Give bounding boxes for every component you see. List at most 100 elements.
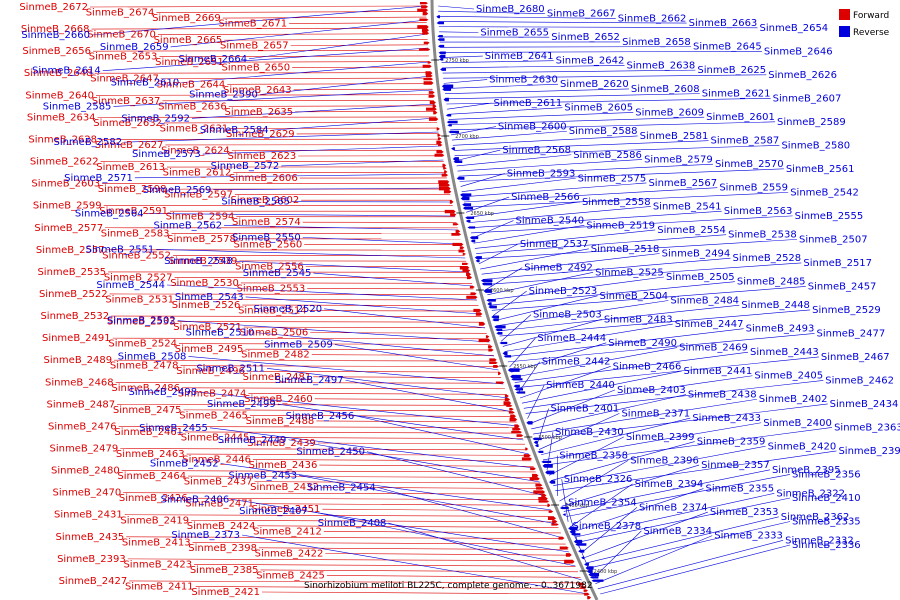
forward-gene-label[interactable]: SinmeB_2471 bbox=[185, 499, 254, 510]
reverse-gene-label[interactable]: SinmeB_2586 bbox=[573, 150, 642, 161]
reverse-gene-label[interactable]: SinmeB_2395 bbox=[772, 465, 841, 476]
reverse-gene-label[interactable]: SinmeB_2467 bbox=[821, 352, 890, 363]
reverse-gene-label[interactable]: SinmeB_2609 bbox=[635, 107, 704, 118]
reverse-gene-label[interactable]: SinmeB_2575 bbox=[578, 173, 647, 184]
forward-gene-label[interactable]: SinmeB_2531 bbox=[105, 295, 174, 306]
reverse-gene-label[interactable]: SinmeB_2357 bbox=[701, 460, 770, 471]
reverse-gene-label[interactable]: SinmeB_2405 bbox=[754, 371, 823, 382]
reverse-gene-label[interactable]: SinmeB_2538 bbox=[728, 230, 797, 241]
reverse-gene-label[interactable]: SinmeB_2511 bbox=[196, 363, 265, 374]
reverse-gene-label[interactable]: SinmeB_2434 bbox=[830, 399, 899, 410]
reverse-gene-label[interactable]: SinmeB_2559 bbox=[719, 183, 788, 194]
forward-gene-label[interactable]: SinmeB_2635 bbox=[224, 107, 293, 118]
reverse-gene-label[interactable]: SinmeB_2420 bbox=[768, 441, 837, 452]
forward-gene-label[interactable]: SinmeB_2426 bbox=[119, 493, 188, 504]
forward-gene-label[interactable]: SinmeB_2514 bbox=[238, 306, 307, 317]
reverse-gene-label[interactable]: SinmeB_2572 bbox=[211, 161, 280, 172]
forward-gene-label[interactable]: SinmeB_2632 bbox=[93, 118, 162, 129]
reverse-gene-label[interactable]: SinmeB_2580 bbox=[781, 140, 850, 151]
forward-gene-label[interactable]: SinmeB_2552 bbox=[102, 250, 171, 261]
reverse-gene-label[interactable]: SinmeB_2566 bbox=[511, 192, 580, 203]
reverse-gene-label[interactable]: SinmeB_2592 bbox=[121, 113, 190, 124]
reverse-gene-label[interactable]: SinmeB_2438 bbox=[688, 390, 757, 401]
reverse-gene-label[interactable]: SinmeB_2518 bbox=[591, 244, 660, 255]
forward-gene-label[interactable]: SinmeB_2385 bbox=[190, 565, 259, 576]
reverse-gene-label[interactable]: SinmeB_2433 bbox=[692, 413, 761, 424]
reverse-gene-label[interactable]: SinmeB_2509 bbox=[264, 340, 333, 351]
reverse-gene-label[interactable]: SinmeB_2397 bbox=[838, 446, 900, 457]
reverse-gene-label[interactable]: SinmeB_2494 bbox=[662, 248, 731, 259]
forward-gene-label[interactable]: SinmeB_2657 bbox=[220, 41, 289, 52]
forward-gene-label[interactable]: SinmeB_2481 bbox=[243, 372, 312, 383]
reverse-gene-label[interactable]: SinmeB_2441 bbox=[684, 366, 753, 377]
reverse-gene-label[interactable]: SinmeB_2550 bbox=[232, 232, 301, 243]
forward-gene-label[interactable]: SinmeB_2486 bbox=[111, 383, 180, 394]
reverse-gene-label[interactable]: SinmeB_2448 bbox=[741, 300, 810, 311]
reverse-gene-label[interactable]: SinmeB_2540 bbox=[515, 216, 584, 227]
reverse-gene-label[interactable]: SinmeB_2485 bbox=[737, 277, 806, 288]
forward-gene-label[interactable]: SinmeB_2656 bbox=[22, 46, 91, 57]
forward-gene-label[interactable]: SinmeB_2668 bbox=[21, 24, 90, 35]
reverse-gene-label[interactable]: SinmeB_2680 bbox=[476, 4, 545, 15]
reverse-gene-label[interactable]: SinmeB_2410 bbox=[792, 493, 861, 504]
reverse-gene-label[interactable]: SinmeB_2529 bbox=[812, 305, 881, 316]
forward-gene-label[interactable]: SinmeB_2427 bbox=[59, 576, 128, 587]
reverse-gene-label[interactable]: SinmeB_2601 bbox=[706, 112, 775, 123]
forward-gene-label[interactable]: SinmeB_2647 bbox=[90, 74, 159, 85]
reverse-gene-label[interactable]: SinmeB_2333 bbox=[714, 531, 783, 542]
reverse-gene-label[interactable]: SinmeB_2555 bbox=[795, 211, 864, 222]
forward-gene-label[interactable]: SinmeB_2506 bbox=[240, 328, 309, 339]
reverse-gene-label[interactable]: SinmeB_2626 bbox=[768, 70, 837, 81]
reverse-gene-label[interactable]: SinmeB_2454 bbox=[307, 482, 376, 493]
forward-gene-label[interactable]: SinmeB_2435 bbox=[56, 532, 125, 543]
reverse-gene-label[interactable]: SinmeB_2642 bbox=[556, 56, 625, 67]
reverse-gene-label[interactable]: SinmeB_2334 bbox=[643, 526, 712, 537]
forward-gene-label[interactable]: SinmeB_2636 bbox=[158, 101, 227, 112]
forward-gene-label[interactable]: SinmeB_2539 bbox=[169, 256, 238, 267]
forward-gene-label[interactable]: SinmeB_2574 bbox=[232, 217, 301, 228]
forward-gene-label[interactable]: SinmeB_2612 bbox=[163, 168, 232, 179]
reverse-gene-label[interactable]: SinmeB_2332 bbox=[785, 535, 854, 546]
forward-gene-label[interactable]: SinmeB_2606 bbox=[229, 173, 298, 184]
forward-gene-label[interactable]: SinmeB_2622 bbox=[30, 157, 99, 168]
reverse-gene-label[interactable]: SinmeB_2456 bbox=[286, 411, 355, 422]
forward-gene-label[interactable]: SinmeB_2460 bbox=[244, 394, 313, 405]
forward-gene-label[interactable]: SinmeB_2640 bbox=[25, 90, 94, 101]
reverse-gene-label[interactable]: SinmeB_2403 bbox=[617, 385, 686, 396]
forward-gene-label[interactable]: SinmeB_2637 bbox=[92, 96, 161, 107]
forward-gene-label[interactable]: SinmeB_2527 bbox=[104, 272, 173, 283]
forward-gene-label[interactable]: SinmeB_2623 bbox=[228, 151, 297, 162]
reverse-gene-label[interactable]: SinmeB_2322 bbox=[776, 488, 845, 499]
forward-gene-label[interactable]: SinmeB_2488 bbox=[246, 416, 315, 427]
forward-gene-label[interactable]: SinmeB_2398 bbox=[188, 543, 257, 554]
forward-gene-label[interactable]: SinmeB_2598 bbox=[98, 184, 167, 195]
reverse-gene-label[interactable]: SinmeB_2504 bbox=[600, 291, 669, 302]
reverse-gene-label[interactable]: SinmeB_2561 bbox=[786, 164, 855, 175]
reverse-gene-label[interactable]: SinmeB_2356 bbox=[792, 469, 861, 480]
reverse-gene-label[interactable]: SinmeB_2407 bbox=[239, 506, 308, 517]
forward-gene-label[interactable]: SinmeB_2465 bbox=[179, 410, 248, 421]
forward-gene-label[interactable]: SinmeB_2671 bbox=[218, 19, 287, 30]
reverse-gene-label[interactable]: SinmeB_2358 bbox=[559, 451, 628, 462]
reverse-gene-label[interactable]: SinmeB_2614 bbox=[32, 66, 101, 77]
reverse-gene-label[interactable]: SinmeB_2462 bbox=[825, 375, 894, 386]
reverse-gene-label[interactable]: SinmeB_2600 bbox=[498, 122, 567, 133]
forward-gene-label[interactable]: SinmeB_2594 bbox=[166, 212, 235, 223]
forward-gene-label[interactable]: SinmeB_2650 bbox=[221, 63, 290, 74]
forward-gene-label[interactable]: SinmeB_2597 bbox=[164, 190, 233, 201]
reverse-gene-label[interactable]: SinmeB_2645 bbox=[693, 42, 762, 53]
reverse-gene-label[interactable]: SinmeB_2558 bbox=[582, 197, 651, 208]
reverse-gene-label[interactable]: SinmeB_2528 bbox=[732, 253, 801, 264]
forward-gene-label[interactable]: SinmeB_2422 bbox=[255, 548, 324, 559]
reverse-gene-label[interactable]: SinmeB_2664 bbox=[178, 54, 247, 65]
reverse-gene-label[interactable]: SinmeB_2579 bbox=[644, 154, 713, 165]
reverse-gene-label[interactable]: SinmeB_2590 bbox=[189, 90, 258, 101]
forward-gene-label[interactable]: SinmeB_2556 bbox=[235, 261, 304, 272]
forward-gene-label[interactable]: SinmeB_2648 bbox=[24, 68, 93, 79]
reverse-gene-label[interactable]: SinmeB_2660 bbox=[21, 30, 90, 41]
reverse-gene-label[interactable]: SinmeB_2563 bbox=[724, 206, 793, 217]
reverse-gene-label[interactable]: SinmeB_2498 bbox=[128, 387, 197, 398]
reverse-gene-label[interactable]: SinmeB_2548 bbox=[164, 256, 233, 267]
reverse-gene-label[interactable]: SinmeB_2469 bbox=[679, 343, 748, 354]
reverse-gene-label[interactable]: SinmeB_2507 bbox=[799, 234, 868, 245]
